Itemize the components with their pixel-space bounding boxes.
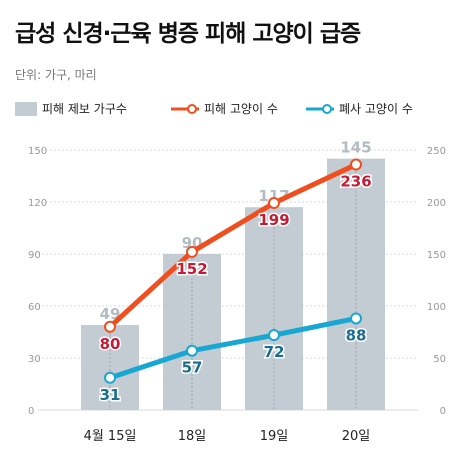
left-tick-label: 150 (28, 146, 47, 157)
point-dead-cats (104, 371, 116, 384)
point-affected-cats (268, 197, 280, 210)
category-label: 19일 (260, 429, 289, 444)
point-affected-cats (350, 158, 362, 171)
left-tick-label: 30 (28, 354, 41, 365)
point-label-affected-cats: 236 (340, 173, 371, 191)
point-affected-cats (186, 245, 198, 258)
line-dead-cats (107, 315, 359, 381)
right-tick-label: 200 (427, 198, 446, 209)
right-tick-label: 0 (440, 406, 446, 417)
right-tick-label: 150 (427, 250, 446, 261)
category-label: 20일 (342, 429, 371, 444)
left-tick-label: 90 (28, 250, 41, 261)
line-affected-cats (107, 162, 359, 330)
category-label: 18일 (178, 429, 207, 444)
left-tick-label: 60 (28, 302, 41, 313)
category-label: 4월 15일 (84, 429, 137, 444)
point-label-affected-cats: 80 (100, 335, 121, 353)
left-tick-label: 0 (28, 406, 34, 417)
legend-line-swatch-dead (306, 103, 334, 114)
point-label-dead-cats: 31 (100, 386, 121, 404)
unit-note: 단위: 가구, 마리 (15, 68, 97, 82)
legend-item-dead-cats: 폐사 고양이 수 (305, 100, 413, 117)
right-tick-label: 250 (427, 146, 446, 157)
point-label-dead-cats: 57 (182, 359, 203, 377)
point-dead-cats (350, 312, 362, 325)
right-tick-label: 50 (433, 354, 446, 365)
bar-value-label: 49 (100, 305, 121, 323)
legend-label-affected-cats: 피해 고양이 수 (204, 102, 278, 116)
legend-label-households: 피해 제보 가구수 (42, 102, 127, 116)
point-label-dead-cats: 88 (346, 326, 367, 344)
legend-bar-swatch (15, 101, 37, 116)
point-label-affected-cats: 199 (258, 211, 289, 229)
point-dead-cats (186, 344, 198, 357)
legend-line-swatch-affected (171, 103, 199, 114)
bar (81, 325, 139, 410)
chart-title: 급성 신경·근육 병증 피해 고양이 급증 (15, 21, 361, 47)
right-tick-label: 100 (427, 302, 446, 313)
point-label-dead-cats: 72 (264, 343, 285, 361)
bar-value-label: 145 (340, 139, 371, 157)
legend-item-households: 피해 제보 가구수 (15, 100, 127, 117)
point-dead-cats (268, 329, 280, 342)
point-label-affected-cats: 152 (176, 260, 207, 278)
point-affected-cats (104, 320, 116, 333)
legend-label-dead-cats: 폐사 고양이 수 (339, 102, 413, 116)
left-tick-label: 120 (28, 198, 47, 209)
legend-item-affected-cats: 피해 고양이 수 (170, 100, 278, 117)
